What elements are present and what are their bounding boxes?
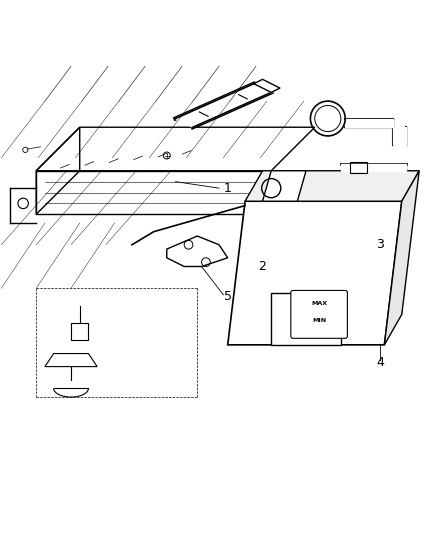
Polygon shape [228,201,402,345]
Text: 4: 4 [376,356,384,369]
Polygon shape [341,164,406,171]
Polygon shape [393,127,406,144]
Polygon shape [271,293,341,345]
Polygon shape [245,171,419,201]
Text: 2: 2 [258,260,266,273]
Text: 1: 1 [224,182,232,195]
Polygon shape [262,171,306,201]
Text: 5: 5 [224,290,232,303]
FancyBboxPatch shape [291,290,347,338]
Polygon shape [254,79,280,92]
Text: 3: 3 [376,238,384,251]
Polygon shape [176,84,271,127]
Polygon shape [385,171,419,345]
Text: MIN: MIN [312,318,326,324]
Text: MAX: MAX [311,301,327,306]
Polygon shape [345,118,393,127]
